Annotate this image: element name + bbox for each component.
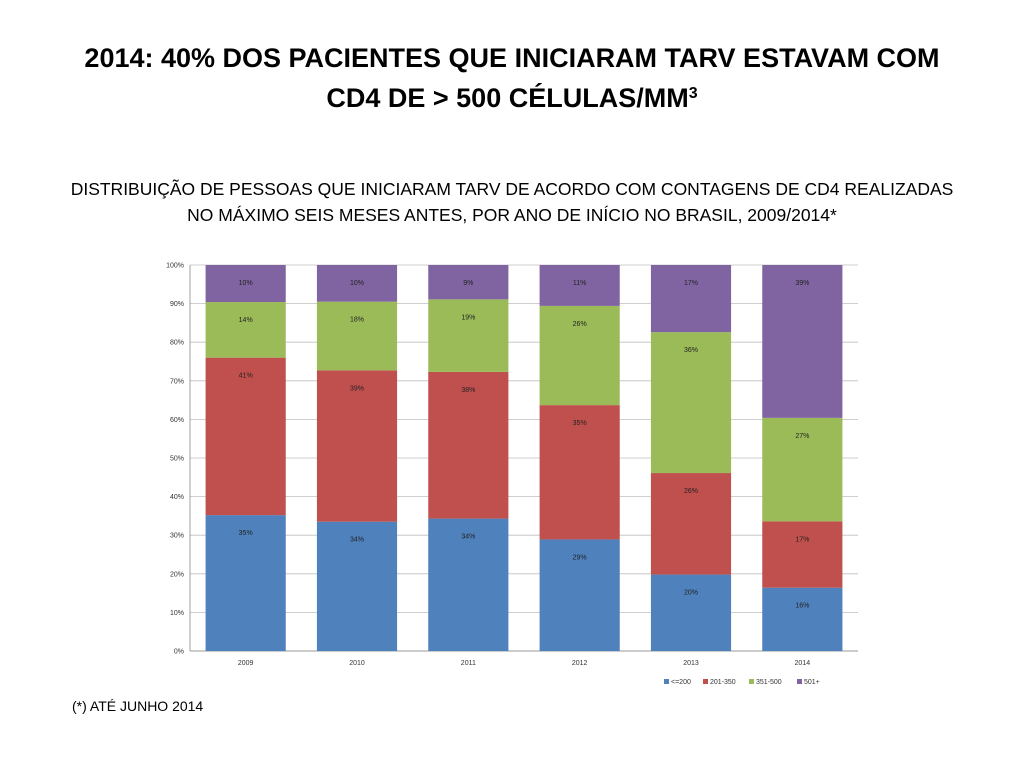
bar-segment (539, 305, 620, 406)
y-tick-label: 90% (170, 301, 184, 308)
data-label: 35% (573, 420, 587, 427)
x-tick-label: 2013 (683, 660, 699, 667)
bar-segment (428, 299, 509, 372)
x-tick-label: 2012 (572, 660, 588, 667)
data-label: 19% (461, 314, 475, 321)
x-tick-label: 2014 (795, 660, 811, 667)
data-label: 39% (350, 385, 364, 392)
data-label: 36% (684, 347, 698, 354)
bar-segment (762, 587, 843, 651)
bar-segment (650, 473, 732, 575)
subtitle-line-1: DISTRIBUIÇÃO DE PESSOAS QUE INICIARAM TA… (70, 179, 954, 199)
legend-swatch (664, 679, 669, 684)
data-label: 17% (795, 536, 809, 543)
y-tick-label: 40% (170, 494, 184, 501)
data-label: 41% (239, 373, 253, 380)
bar-segment (316, 521, 398, 651)
title-line-2: CD4 DE > 500 CÉLULAS/MM3 (20, 78, 1004, 118)
y-tick-label: 50% (170, 456, 184, 463)
bar-segment (316, 370, 398, 522)
data-label: 34% (350, 537, 364, 544)
data-label: 17% (684, 280, 698, 287)
y-tick-label: 80% (170, 340, 184, 347)
bar-segment (762, 521, 843, 588)
y-tick-label: 0% (174, 649, 184, 656)
bar-segment (539, 405, 620, 540)
x-tick-label: 2011 (461, 660, 476, 667)
y-tick-label: 10% (170, 610, 184, 617)
title-line-1: 2014: 40% DOS PACIENTES QUE INICIARAM TA… (84, 43, 940, 73)
data-label: 39% (795, 280, 809, 287)
bar-segment (539, 265, 620, 306)
y-tick-label: 100% (166, 263, 184, 270)
subtitle-line-2: NO MÁXIMO SEIS MESES ANTES, POR ANO DE I… (187, 205, 837, 225)
legend-label: 201-350 (710, 679, 736, 686)
data-label: 10% (239, 280, 253, 287)
slide-title: 2014: 40% DOS PACIENTES QUE INICIARAM TA… (20, 38, 1004, 118)
legend-label: 351-500 (756, 679, 782, 686)
footnote: (*) ATÉ JUNHO 2014 (72, 698, 204, 714)
bar-segment (762, 265, 843, 418)
bar-segment (539, 539, 620, 651)
bar-segment (428, 518, 509, 651)
y-tick-label: 60% (170, 417, 184, 424)
legend-label: <=200 (671, 679, 691, 686)
data-label: 26% (684, 488, 698, 495)
data-label: 20% (684, 590, 698, 597)
bar-segment (205, 515, 286, 651)
data-label: 18% (350, 317, 364, 324)
bar-segment (650, 265, 732, 333)
y-tick-label: 20% (170, 571, 184, 578)
y-tick-label: 70% (170, 378, 184, 385)
title-superscript: 3 (688, 85, 698, 102)
x-tick-label: 2010 (349, 660, 365, 667)
bar-segment (762, 417, 843, 522)
bar-segment (428, 265, 509, 300)
legend-label: 501+ (804, 679, 820, 686)
bar-segment (316, 265, 398, 302)
data-label: 10% (350, 280, 364, 287)
data-label: 16% (795, 603, 809, 610)
chart-subtitle: DISTRIBUIÇÃO DE PESSOAS QUE INICIARAM TA… (20, 176, 1004, 228)
bar-segment (428, 371, 509, 519)
data-label: 26% (573, 321, 587, 328)
data-label: 14% (239, 317, 253, 324)
legend-swatch (703, 679, 708, 684)
bar-segment (205, 265, 286, 303)
data-label: 11% (573, 280, 587, 287)
data-label: 9% (463, 280, 473, 287)
data-label: 35% (239, 530, 253, 537)
bar-segment (205, 357, 286, 516)
y-tick-label: 30% (170, 533, 184, 540)
legend-swatch (797, 679, 802, 684)
bar-segment (650, 574, 732, 651)
data-label: 29% (573, 554, 587, 561)
data-label: 34% (461, 534, 475, 541)
data-label: 27% (795, 433, 809, 440)
data-label: 38% (461, 387, 475, 394)
title-line-2-text: CD4 DE > 500 CÉLULAS/MM (326, 83, 689, 113)
bar-segment (650, 332, 732, 474)
bar-segment (205, 302, 286, 358)
bar-segment (316, 301, 398, 371)
legend-swatch (749, 679, 754, 684)
x-tick-label: 2009 (238, 660, 254, 667)
